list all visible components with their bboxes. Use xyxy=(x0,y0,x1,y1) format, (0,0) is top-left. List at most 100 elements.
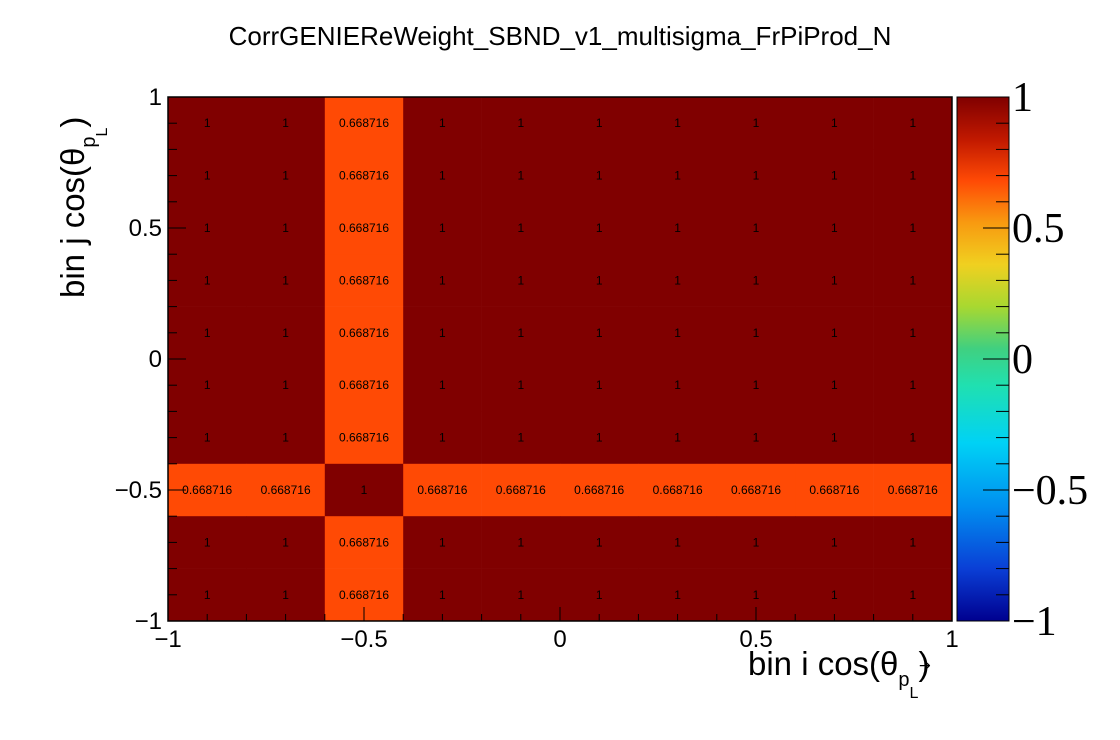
heatmap-cell xyxy=(246,201,326,255)
cell-value-label: 1 xyxy=(282,588,289,602)
heatmap-cell xyxy=(403,254,482,307)
cell-value-label: 1 xyxy=(753,378,760,392)
heatmap-cell xyxy=(560,568,639,622)
heatmap-cell xyxy=(638,254,718,307)
cell-value-label: 1 xyxy=(753,326,760,340)
cell-value-label: 1 xyxy=(753,588,760,602)
heatmap-cell xyxy=(795,254,874,307)
cell-value-label: 1 xyxy=(909,326,916,340)
heatmap-cell xyxy=(638,97,718,150)
heatmap-cell xyxy=(324,516,404,569)
cell-value-label: 1 xyxy=(439,535,446,549)
heatmap-cell xyxy=(716,97,796,150)
heatmap-cell xyxy=(246,254,326,307)
heatmap-cell xyxy=(716,149,796,203)
cell-value-label: 1 xyxy=(517,431,524,445)
y-tick-label: 1 xyxy=(149,84,162,111)
heatmap-cell xyxy=(246,306,326,360)
cell-value-label: 0.668716 xyxy=(809,483,859,497)
y-tick-label: −0.5 xyxy=(115,477,162,504)
heatmap-cell xyxy=(403,359,482,412)
cell-value-label: 1 xyxy=(909,273,916,287)
cell-value-label: 0.668716 xyxy=(261,483,311,497)
heatmap-cell xyxy=(638,411,718,465)
heatmap-cell xyxy=(638,201,718,255)
cell-value-label: 1 xyxy=(517,326,524,340)
heatmap-cell xyxy=(324,149,404,203)
cell-value-label: 1 xyxy=(439,378,446,392)
cell-value-label: 1 xyxy=(282,378,289,392)
heatmap-cell xyxy=(403,149,482,203)
cell-value-label: 1 xyxy=(596,588,603,602)
heatmap-cell xyxy=(716,254,796,307)
heatmap-cells xyxy=(168,97,953,622)
cell-value-label: 0.668716 xyxy=(417,483,467,497)
heatmap-cell xyxy=(403,411,482,465)
heatmap-cell xyxy=(324,97,404,150)
cell-value-label: 1 xyxy=(596,431,603,445)
heatmap-cell xyxy=(246,359,326,412)
cell-value-label: 1 xyxy=(596,273,603,287)
color-scale-axis: −1 −0.5 0 0.5 1 xyxy=(983,75,1088,645)
heatmap-cell xyxy=(795,568,874,622)
cell-value-label: 1 xyxy=(831,221,838,235)
heatmap-cell xyxy=(403,568,482,622)
cell-value-label: 1 xyxy=(831,116,838,130)
heatmap-cell xyxy=(168,149,247,203)
heatmap-cell xyxy=(403,516,482,569)
cell-value-label: 1 xyxy=(439,588,446,602)
cell-value-label: 1 xyxy=(909,169,916,183)
heatmap-cell xyxy=(873,568,953,622)
heatmap-cell xyxy=(168,254,247,307)
cell-value-label: 1 xyxy=(674,431,681,445)
heatmap-cell xyxy=(481,359,561,412)
cell-value-label: 1 xyxy=(517,378,524,392)
heatmap-cell xyxy=(638,463,718,517)
cell-value-label: 1 xyxy=(596,116,603,130)
heatmap-cell xyxy=(168,97,247,150)
heatmap-cell xyxy=(168,359,247,412)
cell-value-label: 1 xyxy=(674,116,681,130)
heatmap-cell xyxy=(873,411,953,465)
heatmap-cell xyxy=(560,149,639,203)
heatmap-cell xyxy=(873,97,953,150)
cell-value-label: 0.668716 xyxy=(731,483,781,497)
cell-value-label: 1 xyxy=(204,169,211,183)
heatmap-cell xyxy=(873,201,953,255)
heatmap-cell xyxy=(716,306,796,360)
cell-value-label: 0.668716 xyxy=(339,326,389,340)
heatmap-cell xyxy=(324,254,404,307)
x-axis-label-arrow: → xyxy=(919,658,931,674)
heatmap-cell xyxy=(481,463,561,517)
heatmap-cell xyxy=(403,201,482,255)
heatmap-cell xyxy=(560,201,639,255)
cell-value-label: 1 xyxy=(831,588,838,602)
heatmap-cell xyxy=(168,306,247,360)
cell-value-label: 1 xyxy=(517,116,524,130)
cell-value-label: 0.668716 xyxy=(653,483,703,497)
heatmap-cell xyxy=(324,306,404,360)
cell-value-label: 1 xyxy=(909,535,916,549)
heatmap-cell xyxy=(481,306,561,360)
cell-value-label: 0.668716 xyxy=(339,116,389,130)
cell-value-label: 1 xyxy=(753,221,760,235)
heatmap-cell xyxy=(481,568,561,622)
cell-value-label: 0.668716 xyxy=(339,273,389,287)
cell-value-label: 1 xyxy=(282,431,289,445)
heatmap-cell xyxy=(795,201,874,255)
cell-value-label: 1 xyxy=(831,169,838,183)
heatmap-cell xyxy=(403,97,482,150)
cell-value-label: 1 xyxy=(753,169,760,183)
heatmap-cell xyxy=(560,97,639,150)
cell-value-label: 1 xyxy=(831,378,838,392)
y-axis-label: bin j cos(θpL) xyxy=(54,117,111,298)
x-axis-label: bin i cos(θpL) xyxy=(748,645,929,702)
heatmap-cell xyxy=(560,306,639,360)
cell-value-label: 1 xyxy=(596,326,603,340)
heatmap-cell xyxy=(716,359,796,412)
cell-value-label: 0.668716 xyxy=(339,169,389,183)
heatmap-cell xyxy=(481,201,561,255)
heatmap-cell xyxy=(246,97,326,150)
heatmap-cell xyxy=(403,463,482,517)
heatmap-cell xyxy=(481,97,561,150)
